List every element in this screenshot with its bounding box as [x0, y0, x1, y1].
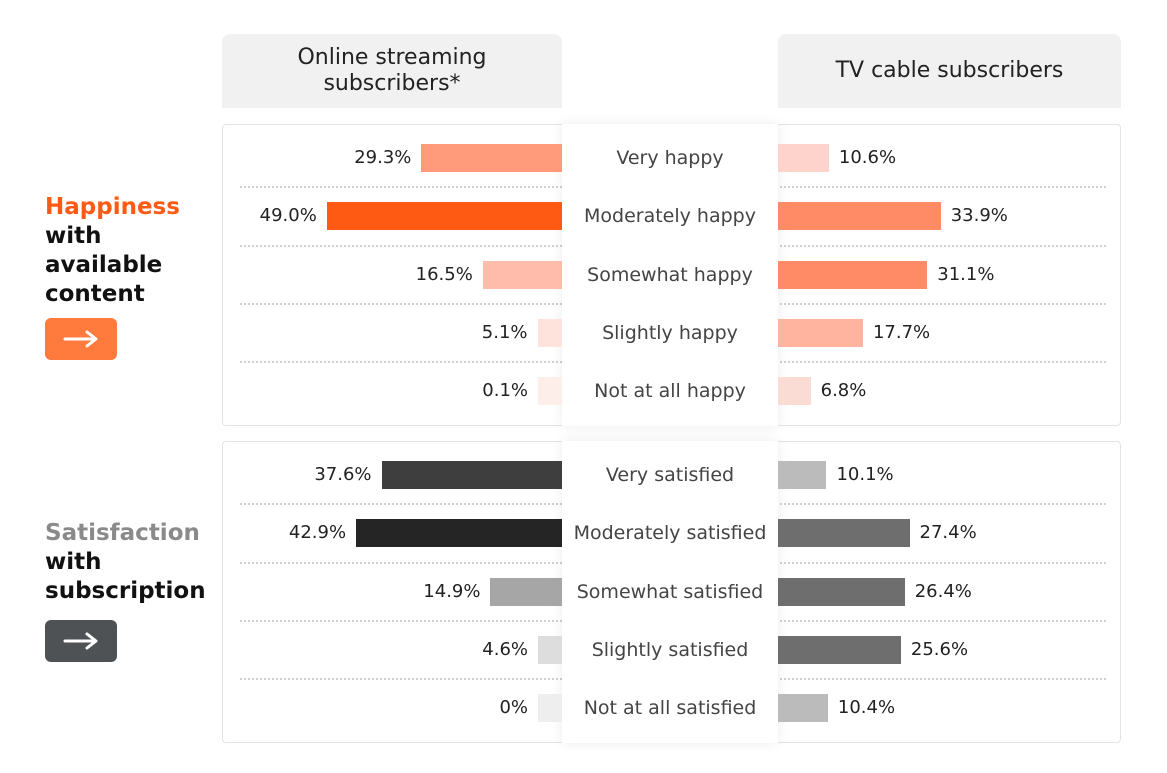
satisfaction-title-accent: Satisfaction — [45, 520, 200, 546]
streaming-bar — [490, 578, 562, 606]
streaming-value-label: 5.1% — [481, 322, 528, 343]
category-label: Moderately happy — [584, 205, 756, 227]
happiness-title-accent: Happiness — [45, 194, 180, 220]
category-label: Not at all happy — [594, 380, 746, 402]
cable-bar — [778, 319, 863, 347]
category-label: Somewhat happy — [587, 264, 753, 286]
cable-value-label: 17.7% — [872, 322, 931, 343]
category-label: Somewhat satisfied — [576, 581, 764, 603]
category-label: Very happy — [616, 147, 724, 169]
cable-value-label: 6.8% — [820, 380, 867, 401]
category-label: Slightly happy — [602, 322, 738, 344]
streaming-value-label: 4.6% — [482, 639, 528, 660]
streaming-value-label: 16.5% — [415, 264, 473, 285]
cable-value-label: 10.1% — [836, 464, 894, 485]
streaming-bar — [356, 519, 562, 547]
streaming-bar — [381, 461, 562, 489]
cable-value-label: 33.9% — [950, 205, 1008, 226]
streaming-column-header: Online streaming subscribers* — [222, 34, 562, 108]
cable-bar — [778, 636, 901, 664]
cable-value-label: 10.4% — [837, 697, 896, 718]
cable-bar — [778, 578, 905, 606]
right-arrow-icon — [63, 632, 98, 650]
happiness-section-title: Happiness with available content — [45, 193, 180, 309]
right-arrow-icon — [63, 330, 98, 348]
streaming-bar — [326, 202, 562, 230]
category-label: Slightly satisfied — [591, 639, 749, 661]
streaming-bar — [421, 144, 562, 172]
cable-bar — [778, 144, 829, 172]
streaming-value-label: 37.6% — [314, 464, 372, 485]
happiness-category-strip — [562, 124, 778, 426]
cable-value-label: 26.4% — [914, 581, 972, 602]
cable-bar — [778, 261, 928, 289]
category-label: Not at all satisfied — [583, 697, 757, 719]
cable-bar — [778, 377, 811, 405]
streaming-bar — [538, 694, 562, 722]
streaming-bar — [538, 636, 562, 664]
satisfaction-category-strip — [562, 441, 778, 743]
category-label: Moderately satisfied — [573, 522, 767, 544]
streaming-value-label: 49.0% — [259, 205, 317, 226]
happiness-title-rest: with available content — [45, 223, 163, 307]
streaming-bar — [482, 261, 562, 289]
streaming-value-label: 29.3% — [354, 147, 412, 168]
satisfaction-title-rest: with subscription — [45, 549, 206, 604]
streaming-value-label: 42.9% — [288, 522, 347, 543]
cable-bar — [778, 202, 941, 230]
category-label: Very satisfied — [605, 464, 735, 486]
streaming-value-label: 14.9% — [423, 581, 481, 602]
cable-value-label: 25.6% — [910, 639, 969, 660]
cable-header-label: TV cable subscribers — [835, 58, 1064, 83]
satisfaction-section-title: Satisfaction with subscription — [45, 519, 206, 606]
happiness-arrow-button[interactable] — [45, 318, 117, 360]
streaming-header-label: Online streaming subscribers* — [297, 45, 487, 96]
streaming-value-label: 0.1% — [482, 380, 528, 401]
cable-bar — [778, 461, 827, 489]
streaming-bar — [538, 377, 562, 405]
cable-bar — [778, 519, 910, 547]
cable-bar — [778, 694, 828, 722]
cable-value-label: 27.4% — [919, 522, 977, 543]
satisfaction-arrow-button[interactable] — [45, 620, 117, 662]
cable-value-label: 31.1% — [937, 264, 995, 285]
streaming-value-label: 0% — [499, 697, 528, 718]
cable-column-header: TV cable subscribers — [778, 34, 1121, 108]
cable-value-label: 10.6% — [838, 147, 897, 168]
streaming-bar — [537, 319, 562, 347]
